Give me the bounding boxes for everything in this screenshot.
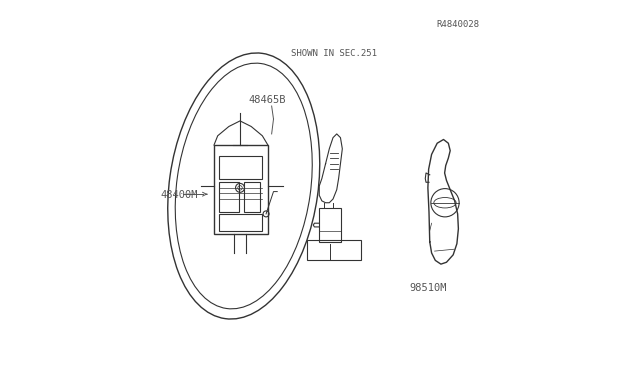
Text: R4840028: R4840028 (436, 20, 479, 29)
Text: SHOWN IN SEC.251: SHOWN IN SEC.251 (291, 49, 377, 58)
Text: 48465B: 48465B (248, 96, 286, 105)
Text: 48400M: 48400M (161, 190, 198, 200)
Text: 98510M: 98510M (409, 283, 447, 293)
